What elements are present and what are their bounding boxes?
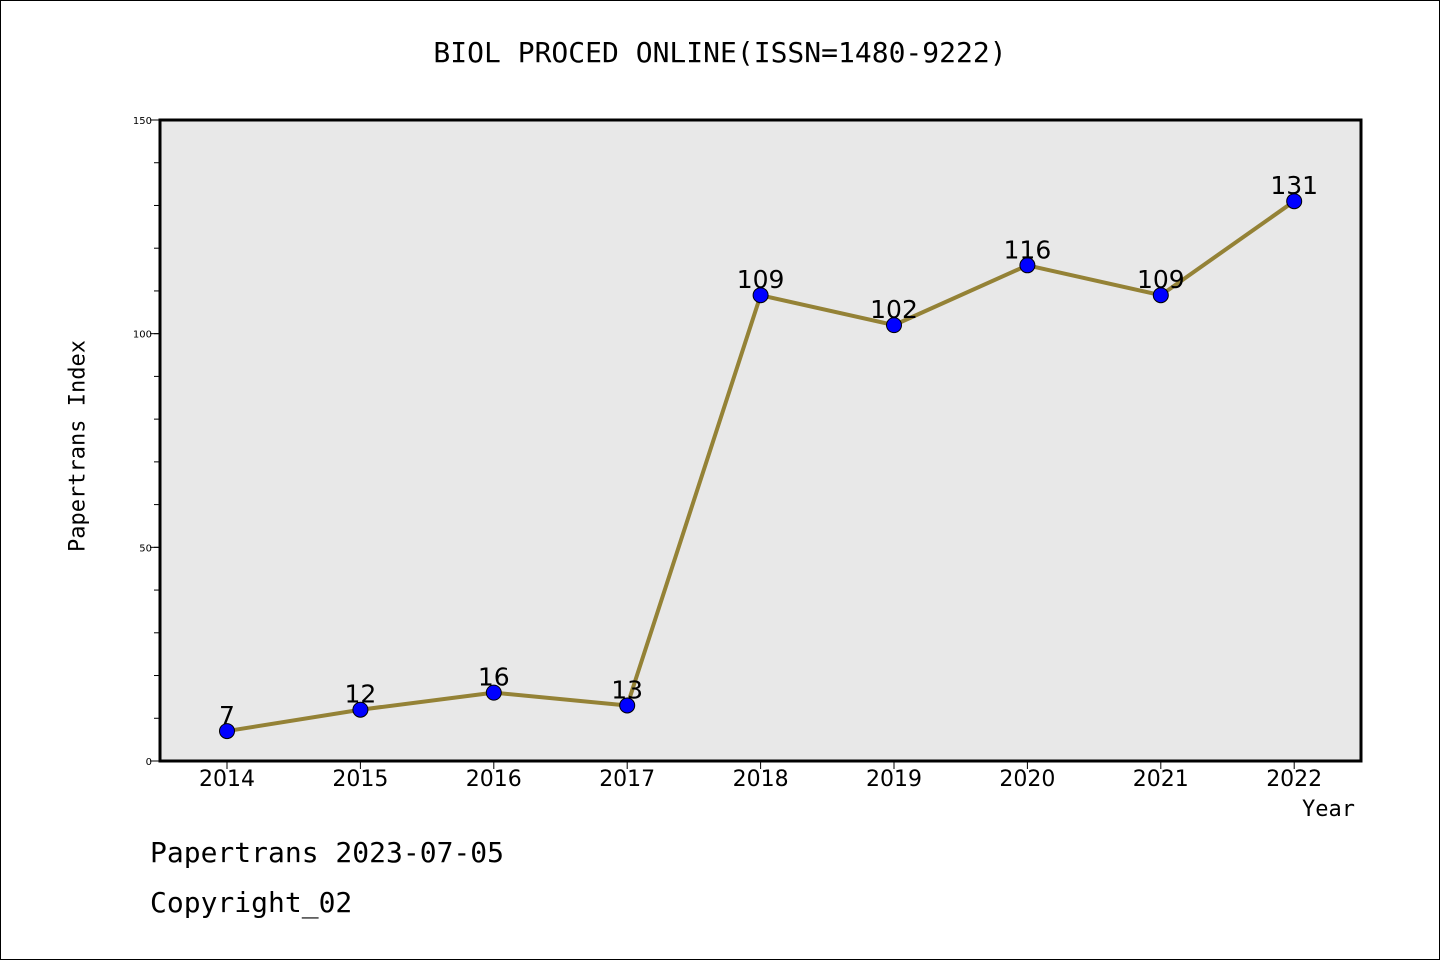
x-tick-label: 2017 [599,767,655,792]
x-tick-label: 2020 [999,767,1055,792]
plot-area [158,118,1363,763]
data-point [352,701,369,718]
x-tick-label: 2016 [466,767,522,792]
data-label: 7 [219,701,235,730]
x-tick-label: 2021 [1133,767,1189,792]
y-tick-label: 50 [139,543,152,554]
data-point [219,723,235,740]
x-tick-label: 2022 [1266,767,1322,792]
y-axis-label: Papertrans Index [65,340,91,552]
data-label: 131 [1270,171,1318,200]
x-tick-label: 2019 [866,767,922,792]
x-tick-label: 2015 [332,767,388,792]
y-tick-label: 150 [133,116,152,127]
data-point [752,287,769,304]
x-tick-label: 2018 [733,767,789,792]
footer-copyright: Copyright_02 [150,886,353,919]
x-axis-label: Year [1302,797,1355,822]
footer-date: Papertrans 2023-07-05 [150,836,505,869]
y-tick-label: 0 [146,757,152,768]
data-label: 16 [478,663,510,692]
data-point [485,684,502,701]
data-label: 13 [611,675,643,704]
chart-title: BIOL PROCED ONLINE(ISSN=1480-9222) [433,36,1007,69]
data-point [886,317,902,334]
data-label: 12 [344,680,376,709]
data-point [1286,193,1303,210]
data-point [1019,257,1036,274]
data-label: 116 [1004,235,1052,264]
data-point [619,697,636,714]
x-tick-label: 2014 [199,767,255,792]
data-label: 109 [737,265,785,294]
data-point [1152,287,1169,304]
data-label: 109 [1137,265,1185,294]
data-label: 102 [870,295,918,324]
y-tick-label: 100 [133,330,152,341]
